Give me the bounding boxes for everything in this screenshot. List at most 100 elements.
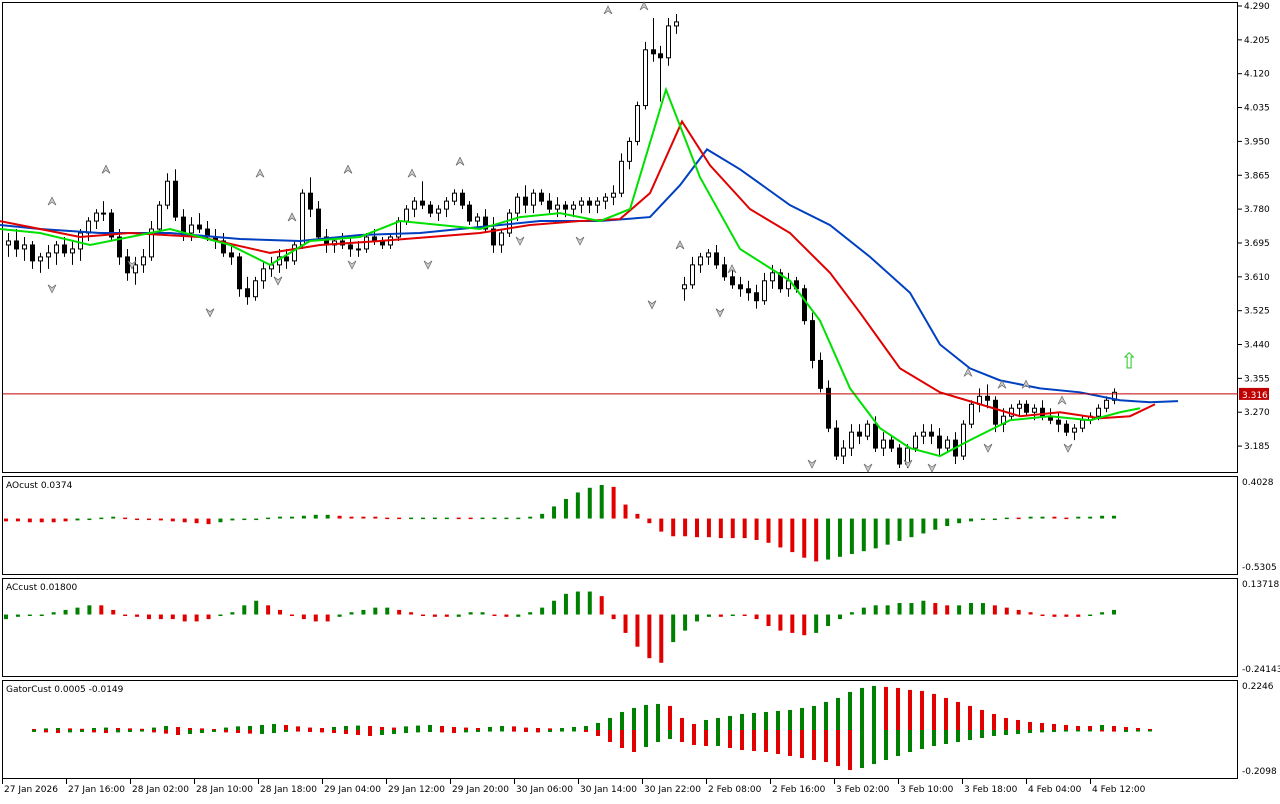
fractal-down-marker (807, 459, 817, 469)
gator-lower-bar (332, 729, 336, 733)
oscillator-bar (444, 517, 449, 520)
gator-upper-bar (776, 710, 780, 730)
oscillator-bar (885, 518, 890, 545)
oscillator-bar (39, 518, 44, 523)
gator-lower-bar (284, 729, 288, 732)
candle-body (157, 204, 162, 230)
oscillator-bar (111, 516, 116, 519)
oscillator-bar (742, 518, 747, 539)
candle-body (475, 216, 480, 222)
candle-body (348, 244, 353, 250)
candle-body (706, 252, 711, 258)
candle-body (730, 276, 735, 286)
gator-lower-bar (932, 729, 936, 747)
oscillator-bar (444, 614, 449, 617)
gator-lower-bar (296, 729, 300, 732)
oscillator-bar (1028, 612, 1033, 615)
oscillator-bar (778, 614, 783, 631)
oscillator-bar (158, 518, 163, 521)
oscillator-bar (933, 603, 938, 615)
candle-body (308, 192, 313, 210)
gator-upper-bar (188, 727, 192, 730)
oscillator-bar (695, 614, 700, 622)
oscillator-bar (1004, 607, 1009, 615)
gator-upper-bar (620, 711, 624, 730)
candle-body (969, 403, 974, 425)
fractal-up-marker (287, 212, 297, 222)
pane-max-label: 0.2246 (1242, 682, 1274, 692)
oscillator-bar (27, 614, 32, 617)
gator-lower-bar (692, 729, 696, 746)
oscillator-bar (563, 593, 568, 615)
gator-lower-bar (644, 729, 648, 748)
gator-upper-bar (752, 712, 756, 730)
gator-lower-bar (800, 729, 804, 759)
candle-body (643, 49, 648, 107)
gator-lower-bar (728, 729, 732, 749)
candle-body (674, 21, 679, 27)
gator-upper-bar (404, 726, 408, 730)
oscillator-bar (218, 614, 223, 617)
oscillator-bar (575, 591, 580, 615)
oscillator-bar (790, 614, 795, 633)
oscillator-bar (63, 609, 68, 615)
gator-upper-bar (428, 724, 432, 730)
oscillator-bar (135, 614, 140, 617)
fractal-down-marker (983, 443, 993, 453)
candle-body (539, 192, 544, 202)
oscillator-bar (4, 518, 8, 522)
fractal-down-marker (423, 260, 433, 270)
oscillator-bar (146, 518, 151, 521)
oscillator-bar (552, 600, 557, 615)
gator-upper-bar (608, 717, 612, 730)
time-tick-label: 27 Jan 16:00 (68, 785, 125, 795)
gator-upper-bar (764, 711, 768, 730)
candle-body (117, 236, 122, 258)
oscillator-bar (420, 614, 425, 617)
gator-upper-bar (548, 728, 552, 730)
candle-body (985, 395, 990, 401)
price-tick-label: 3.695 (1244, 239, 1270, 249)
pane-max-label: 0.4028 (1242, 478, 1274, 488)
oscillator-bar (647, 614, 652, 659)
gator-upper-bar (524, 727, 528, 730)
fractal-up-marker (343, 164, 353, 174)
oscillator-bar (945, 605, 950, 615)
oscillator-bar (373, 607, 378, 615)
oscillator-bar (635, 513, 640, 519)
gator-upper-bar (644, 704, 648, 730)
candle-body (149, 228, 154, 258)
oscillator-bar (528, 516, 533, 519)
gator-upper-bar (1052, 723, 1056, 730)
oscillator-bar (361, 609, 366, 615)
oscillator-bar (540, 607, 545, 615)
oscillator-bar (468, 612, 473, 615)
gator-upper-bar (1088, 725, 1092, 730)
candle-body (921, 431, 926, 437)
fractal-up-marker (407, 168, 417, 178)
gator-upper-bar (680, 717, 684, 730)
oscillator-bar (63, 518, 68, 522)
oscillator-bar (861, 518, 866, 552)
candle-body (857, 431, 862, 437)
oscillator-bar (885, 605, 890, 615)
time-tick-label: 27 Jan 2026 (4, 785, 58, 795)
gator-lower-bar (176, 729, 180, 735)
oscillator-bar (218, 518, 223, 523)
gator-lower-bar (452, 729, 456, 733)
candle-body (690, 264, 695, 286)
gator-upper-bar (860, 687, 864, 730)
fractal-up-marker (675, 240, 685, 250)
oscillator-bar (826, 518, 831, 560)
oscillator-bar (730, 518, 735, 539)
gator-pane-frame (2, 680, 1238, 779)
oscillator-bar (456, 614, 461, 617)
gator-upper-bar (176, 726, 180, 730)
oscillator-bar (1004, 517, 1009, 520)
price-pane: 3.316 ⇧ (0, 1, 1269, 473)
gator-lower-bar (464, 729, 468, 733)
oscillator-bar (1064, 614, 1069, 617)
pane-min-label: -0.24143 (1242, 665, 1280, 675)
